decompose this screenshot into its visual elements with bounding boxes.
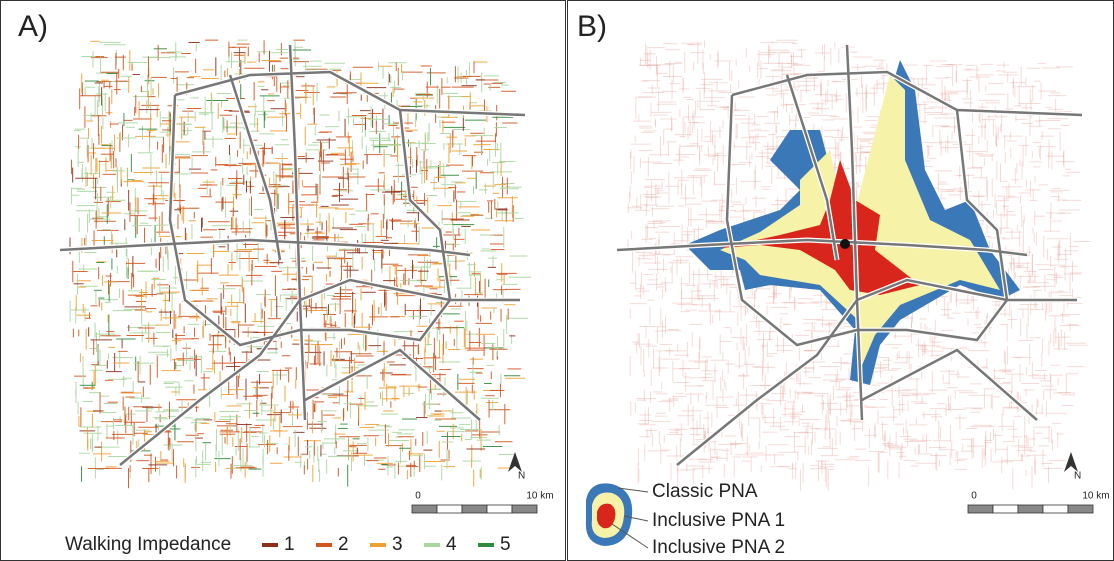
scale-segment [1018, 505, 1043, 513]
scale-segment [437, 505, 462, 513]
scale-segment [412, 505, 437, 513]
scale-segment [462, 505, 487, 513]
scale-label: 0 [415, 491, 421, 502]
legend-label: 2 [338, 534, 349, 555]
legend-title: Walking Impedance [65, 534, 231, 555]
north-label: N [518, 471, 525, 482]
figure: A) B) Walking Impedance 1 2 3 4 5 Classic PN… [0, 0, 1114, 561]
origin-point [840, 239, 850, 249]
legend-label: Classic PNA [652, 481, 758, 502]
legend-label: 4 [446, 534, 457, 555]
scale-segment [487, 505, 512, 513]
legend-label: 1 [284, 534, 295, 555]
scale-segment [1043, 505, 1068, 513]
north-label: N [1074, 471, 1081, 482]
scale-segment [512, 505, 537, 513]
panel-label: B) [577, 10, 607, 43]
panel-label: A) [18, 10, 48, 43]
scale-segment [968, 505, 993, 513]
scale-segment [1068, 505, 1093, 513]
legend-label: Inclusive PNA 2 [652, 537, 785, 558]
scale-label: 10 km [526, 491, 553, 502]
scale-segment [993, 505, 1018, 513]
legend-label: 5 [500, 534, 511, 555]
scale-label: 10 km [1082, 491, 1109, 502]
legend-label: Inclusive PNA 1 [652, 510, 785, 531]
legend-label: 3 [392, 534, 403, 555]
scale-label: 0 [971, 491, 977, 502]
